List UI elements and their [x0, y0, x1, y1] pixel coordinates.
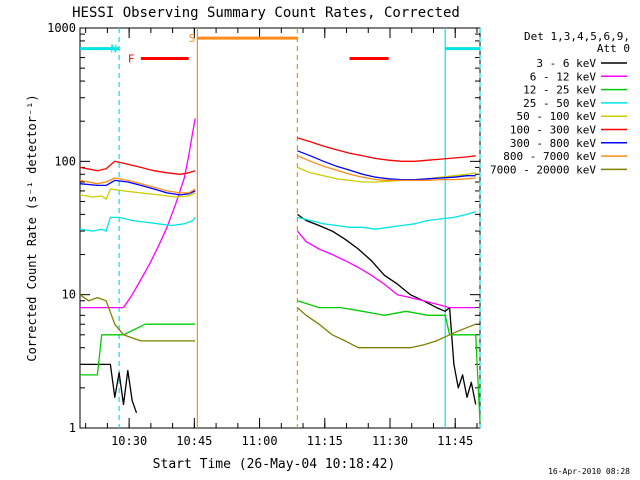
plot-area: 1 10 100 1000 10:30 10:45 11:00 11:15 11:30 11:45…	[47, 21, 481, 448]
flag-label-n: N	[111, 43, 118, 56]
plot-frame	[79, 27, 481, 429]
x-tick-label: 11:00	[242, 434, 278, 448]
series-line-6-12-kev-seg-2	[296, 230, 476, 309]
x-tick-label: 11:15	[307, 434, 343, 448]
x-axis-label: Start Time (26-May-04 10:18:42)	[153, 457, 396, 472]
x-tick-label: 10:45	[176, 434, 212, 448]
flag-label-f: F	[128, 53, 135, 66]
series-line-12-25-kev-seg-1	[80, 323, 196, 376]
series-line-50-100-kev-seg-1	[79, 188, 196, 200]
series-line-50-100-kev-seg-2	[297, 166, 476, 183]
series-line-7000-20000-kev-seg-1	[79, 294, 196, 342]
series-line-25-50-kev-seg-1	[79, 216, 196, 232]
series-line-300-800-kev-seg-2	[297, 150, 476, 181]
flag-label-s: S	[189, 32, 196, 45]
x-tick-label: 10:30	[111, 434, 147, 448]
legend-label-300-800-kev: 300 - 800 keV	[510, 137, 596, 150]
legend-label-6-12-kev: 6 - 12 keV	[530, 70, 597, 83]
series-line-7000-20000-kev-seg-2	[296, 307, 476, 349]
legend-label-50-100-kev: 50 - 100 keV	[517, 110, 597, 123]
series-line-6-12-kev-seg-1	[80, 118, 196, 309]
series-line-100-300-kev-seg-2	[297, 137, 476, 162]
y-tick-label: 10	[62, 288, 76, 302]
legend-header-line-2: Att 0	[597, 42, 630, 55]
y-tick-label: 1	[69, 421, 76, 435]
legend-label-800-7000-kev: 800 - 7000 keV	[503, 150, 596, 163]
legend-label-25-50-kev: 25 - 50 keV	[523, 97, 596, 110]
chart-title: HESSI Observing Summary Count Rates, Cor…	[72, 5, 460, 21]
series-line-25-50-kev-seg-2	[297, 210, 476, 230]
series-line-300-800-kev-seg-1	[79, 179, 196, 196]
legend-label-100-300-kev: 100 - 300 keV	[510, 124, 596, 137]
legend-label-7000-20000-kev: 7000 - 20000 keV	[490, 163, 596, 176]
y-tick-label: 1000	[47, 21, 76, 35]
series-line-800-7000-kev-seg-2	[297, 155, 476, 182]
series-line-3-6-kev-seg-2	[297, 213, 477, 405]
series-line-800-7000-kev-seg-1	[79, 177, 196, 194]
x-tick-label: 11:30	[372, 434, 408, 448]
legend-label-12-25-kev: 12 - 25 keV	[523, 84, 596, 97]
x-tick-label: 11:45	[437, 434, 473, 448]
legend-label-3-6-kev: 3 - 6 keV	[536, 57, 596, 70]
y-tick-label: 100	[54, 154, 76, 168]
series-line-3-6-kev-seg-1	[80, 363, 138, 414]
footer-timestamp: 16-Apr-2010 08:28	[548, 467, 630, 476]
y-axis-label: Corrected Count Rate (s⁻¹ detector⁻¹)	[25, 94, 39, 361]
series-line-12-25-kev-seg-2	[297, 300, 481, 423]
legend-header-line-1: Det 1,3,4,5,6,9,	[524, 30, 630, 43]
series-line-100-300-kev-seg-1	[79, 160, 196, 175]
